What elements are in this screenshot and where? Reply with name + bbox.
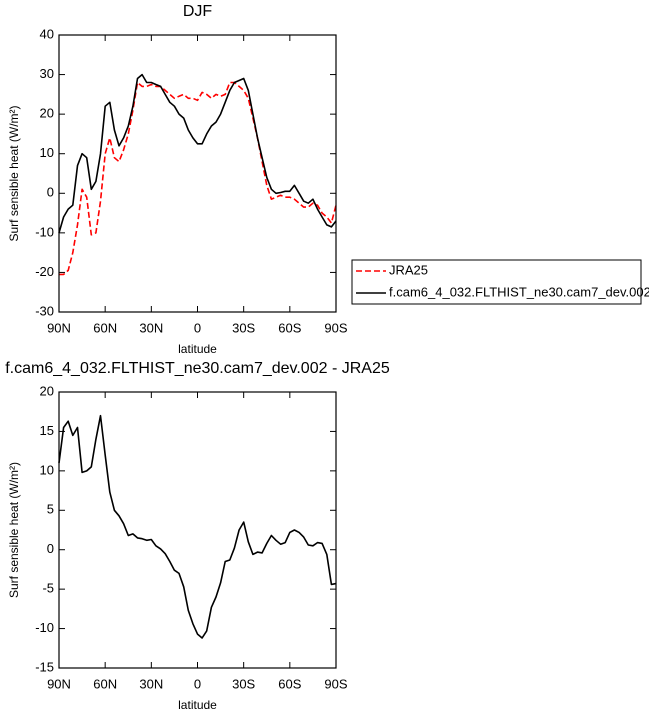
y-tick-label: -15	[35, 659, 54, 674]
data-line	[59, 81, 337, 276]
y-tick-label: 10	[40, 462, 54, 477]
y-tick-label: -30	[35, 303, 54, 318]
x-axis-label: latitude	[178, 698, 217, 712]
y-tick-label: -5	[42, 581, 54, 596]
y-tick-label: 20	[40, 106, 54, 121]
x-tick-label: 60S	[278, 320, 301, 335]
legend-box	[351, 259, 642, 305]
y-tick-label: 30	[40, 66, 54, 81]
x-tick-label: 60S	[278, 676, 301, 691]
x-tick-label: 90N	[47, 320, 71, 335]
legend-label: JRA25	[389, 262, 428, 277]
x-axis-label: latitude	[178, 342, 217, 356]
chart-title: DJF	[183, 3, 213, 20]
data-line	[58, 73, 337, 234]
plot-frame	[58, 391, 337, 669]
data-line	[58, 414, 337, 639]
plot-frame	[58, 34, 337, 313]
chart-title: f.cam6_4_032.FLTHIST_ne30.cam7_dev.002 -…	[5, 360, 390, 377]
x-tick-label: 90S	[324, 676, 347, 691]
y-tick-label: 0	[47, 541, 54, 556]
y-tick-label: -10	[35, 620, 54, 635]
y-tick-label: 10	[40, 145, 54, 160]
x-tick-label: 0	[194, 676, 201, 691]
y-tick-label: 5	[47, 502, 54, 517]
x-tick-label: 90S	[324, 320, 347, 335]
y-tick-label: -10	[35, 224, 54, 239]
legend-label: f.cam6_4_032.FLTHIST_ne30.cam7_dev.002	[389, 284, 649, 299]
x-tick-label: 60N	[93, 676, 117, 691]
x-tick-label: 30N	[139, 320, 163, 335]
x-tick-label: 30N	[139, 676, 163, 691]
x-tick-label: 90N	[47, 676, 71, 691]
y-tick-label: 15	[40, 423, 54, 438]
y-axis-label: Surf sensible heat (W/m²)	[7, 105, 21, 241]
y-tick-label: -20	[35, 264, 54, 279]
x-tick-label: 0	[194, 320, 201, 335]
x-tick-label: 60N	[93, 320, 117, 335]
y-tick-label: 0	[47, 185, 54, 200]
y-tick-label: 40	[40, 26, 54, 41]
x-tick-label: 30S	[232, 320, 255, 335]
x-tick-label: 30S	[232, 676, 255, 691]
y-axis-label: Surf sensible heat (W/m²)	[7, 462, 21, 598]
legend: JRA25 f.cam6_4_032.FLTHIST_ne30.cam7_dev.…	[351, 259, 649, 305]
y-tick-label: 20	[40, 383, 54, 398]
